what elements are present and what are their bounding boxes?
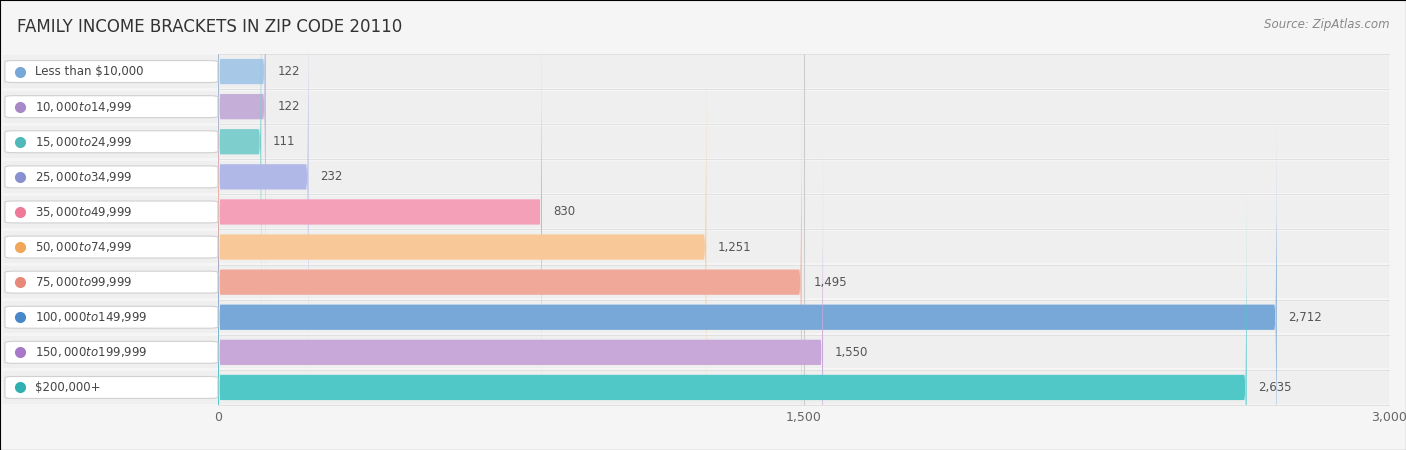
FancyBboxPatch shape [3, 231, 218, 263]
FancyBboxPatch shape [218, 0, 266, 270]
FancyBboxPatch shape [218, 0, 266, 305]
FancyBboxPatch shape [218, 90, 1389, 123]
FancyBboxPatch shape [218, 189, 1247, 450]
Text: 111: 111 [273, 135, 295, 148]
FancyBboxPatch shape [6, 201, 218, 223]
Text: $100,000 to $149,999: $100,000 to $149,999 [35, 310, 148, 324]
FancyBboxPatch shape [218, 55, 1389, 88]
FancyBboxPatch shape [218, 231, 1389, 263]
FancyBboxPatch shape [6, 236, 218, 258]
FancyBboxPatch shape [6, 271, 218, 293]
Text: Source: ZipAtlas.com: Source: ZipAtlas.com [1264, 18, 1389, 31]
FancyBboxPatch shape [218, 266, 1389, 298]
FancyBboxPatch shape [218, 196, 1389, 228]
Text: Less than $10,000: Less than $10,000 [35, 65, 143, 78]
FancyBboxPatch shape [218, 301, 1389, 333]
FancyBboxPatch shape [218, 49, 706, 445]
FancyBboxPatch shape [6, 131, 218, 153]
FancyBboxPatch shape [218, 14, 541, 410]
Text: $10,000 to $14,999: $10,000 to $14,999 [35, 99, 132, 114]
Text: 122: 122 [277, 65, 299, 78]
Text: 122: 122 [277, 100, 299, 113]
FancyBboxPatch shape [6, 61, 218, 82]
FancyBboxPatch shape [218, 119, 1277, 450]
FancyBboxPatch shape [218, 126, 1389, 158]
FancyBboxPatch shape [218, 154, 823, 450]
Text: $150,000 to $199,999: $150,000 to $199,999 [35, 345, 148, 360]
Text: $15,000 to $24,999: $15,000 to $24,999 [35, 135, 132, 149]
FancyBboxPatch shape [6, 166, 218, 188]
Text: $50,000 to $74,999: $50,000 to $74,999 [35, 240, 132, 254]
FancyBboxPatch shape [3, 196, 218, 228]
FancyBboxPatch shape [3, 266, 218, 298]
Text: 2,712: 2,712 [1288, 311, 1322, 324]
FancyBboxPatch shape [3, 55, 218, 88]
FancyBboxPatch shape [3, 126, 218, 158]
Text: FAMILY INCOME BRACKETS IN ZIP CODE 20110: FAMILY INCOME BRACKETS IN ZIP CODE 20110 [17, 18, 402, 36]
FancyBboxPatch shape [6, 377, 218, 398]
FancyBboxPatch shape [218, 0, 262, 340]
FancyBboxPatch shape [6, 96, 218, 117]
Text: 232: 232 [321, 171, 343, 183]
FancyBboxPatch shape [6, 306, 218, 328]
Text: $200,000+: $200,000+ [35, 381, 101, 394]
FancyBboxPatch shape [218, 371, 1389, 404]
Text: 830: 830 [554, 206, 576, 218]
Text: $25,000 to $34,999: $25,000 to $34,999 [35, 170, 132, 184]
FancyBboxPatch shape [3, 371, 218, 404]
FancyBboxPatch shape [6, 342, 218, 363]
Text: 2,635: 2,635 [1258, 381, 1292, 394]
FancyBboxPatch shape [218, 84, 801, 450]
FancyBboxPatch shape [3, 301, 218, 333]
FancyBboxPatch shape [218, 0, 308, 375]
Text: 1,550: 1,550 [835, 346, 868, 359]
Text: $75,000 to $99,999: $75,000 to $99,999 [35, 275, 132, 289]
FancyBboxPatch shape [3, 161, 218, 193]
FancyBboxPatch shape [218, 161, 1389, 193]
FancyBboxPatch shape [218, 336, 1389, 369]
Text: 1,495: 1,495 [813, 276, 846, 288]
Text: $35,000 to $49,999: $35,000 to $49,999 [35, 205, 132, 219]
Text: 1,251: 1,251 [718, 241, 752, 253]
FancyBboxPatch shape [3, 336, 218, 369]
FancyBboxPatch shape [3, 90, 218, 123]
